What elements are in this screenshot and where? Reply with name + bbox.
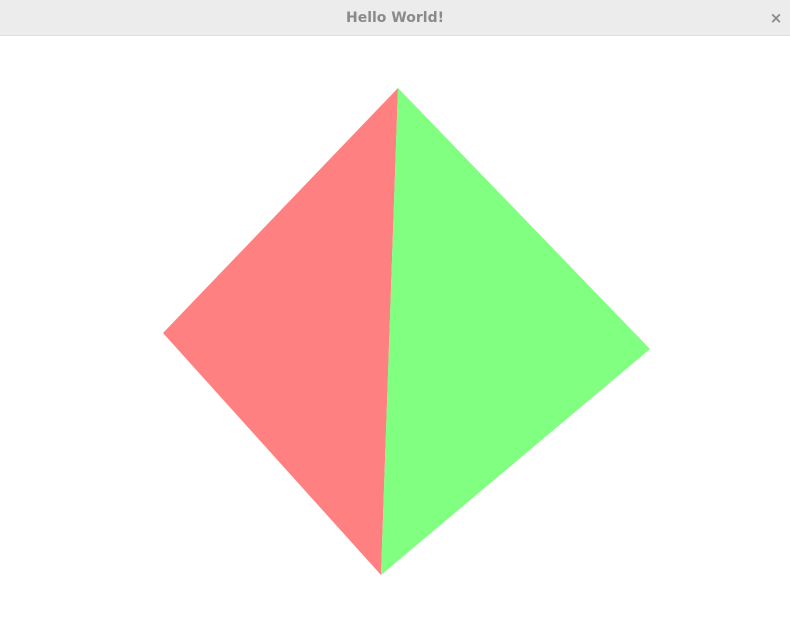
left-triangle-face [163,88,398,575]
render-canvas [163,88,650,575]
close-icon: × [769,9,783,27]
right-triangle-face [381,88,650,575]
close-button[interactable]: × [766,8,786,28]
window-title: Hello World! [346,10,444,26]
title-bar[interactable]: Hello World! × [0,0,790,36]
